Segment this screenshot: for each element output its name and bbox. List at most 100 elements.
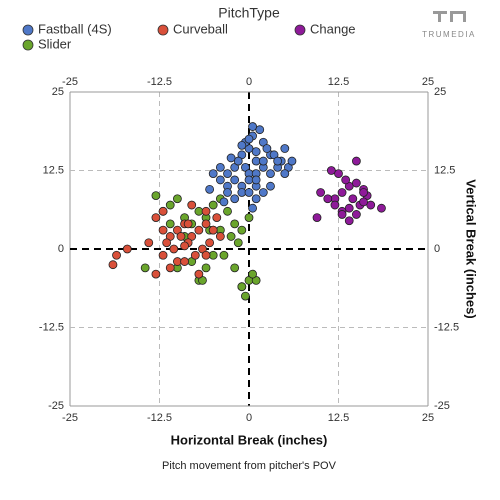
scatter-point [201, 250, 211, 260]
scatter-point [140, 263, 150, 273]
x-tick-label: 12.5 [328, 412, 349, 424]
y-tick-label: -12.5 [39, 321, 64, 333]
y-tick-label-right: -25 [434, 400, 450, 412]
scatter-point [341, 175, 351, 185]
scatter-point [326, 166, 336, 175]
scatter-point [215, 232, 225, 241]
scatter-point [248, 269, 257, 279]
scatter-point [158, 206, 168, 216]
y-axis-title: Vertical Break (inches) [464, 179, 479, 318]
scatter-point [183, 219, 193, 229]
scatter-point [280, 169, 290, 179]
y-tick-label: 0 [58, 243, 64, 255]
scatter-point [312, 213, 322, 223]
scatter-point [344, 216, 354, 226]
scatter-point [262, 144, 272, 153]
scatter-point [205, 238, 215, 248]
scatter-point [244, 188, 254, 197]
scatter-point [194, 225, 204, 235]
scatter-point [230, 263, 240, 273]
scatter-point [151, 269, 161, 279]
scatter-point [223, 206, 232, 216]
scatter-point [201, 263, 211, 273]
scatter-point [223, 188, 232, 197]
scatter-point [208, 200, 218, 210]
scatter-point [351, 156, 361, 166]
scatter-point [273, 156, 283, 166]
logo-mark [433, 11, 466, 22]
legend-marker [22, 39, 34, 51]
scatter-point [334, 169, 343, 179]
legend-label: Slider [38, 36, 72, 51]
scatter-point [248, 203, 257, 213]
scatter-point [237, 140, 247, 150]
scatter-point [241, 291, 250, 301]
scatter-point [187, 200, 197, 210]
scatter-point [219, 197, 229, 207]
y-tick-label-right: 0 [434, 243, 440, 255]
x-tick-label-top: -25 [62, 76, 78, 88]
scatter-point [201, 219, 211, 229]
scatter-point [190, 250, 200, 260]
scatter-point [366, 200, 376, 210]
scatter-point [351, 210, 361, 219]
scatter-point [244, 134, 254, 144]
scatter-point [158, 225, 168, 235]
scatter-point [176, 232, 186, 241]
scatter-point [266, 169, 275, 179]
scatter-point [165, 219, 175, 229]
scatter-point [108, 260, 118, 270]
x-tick-label: 25 [422, 412, 434, 424]
scatter-point [323, 194, 333, 204]
scatter-point [359, 188, 368, 197]
scatter-point [162, 238, 172, 248]
scatter-point [233, 238, 243, 248]
scatter-point [316, 188, 326, 197]
x-axis-title: Horizontal Break (inches) [171, 432, 328, 447]
x-tick-label-top: 0 [246, 76, 252, 88]
scatter-point [112, 250, 121, 260]
scatter-point [266, 181, 275, 191]
scatter-point [280, 144, 290, 153]
scatter-point [230, 194, 240, 204]
legend-title: PitchType [218, 5, 280, 21]
scatter-point [201, 206, 211, 216]
scatter-point [258, 188, 268, 197]
scatter-point [226, 153, 236, 163]
scatter-point [212, 213, 222, 223]
scatter-point [215, 175, 225, 185]
scatter-point [194, 269, 204, 279]
y-tick-label: -25 [48, 400, 64, 412]
scatter-point [169, 244, 179, 254]
scatter-point [230, 219, 240, 229]
legend-label: Change [310, 21, 356, 36]
scatter-point [180, 257, 189, 266]
x-tick-label-top: 12.5 [328, 76, 349, 88]
scatter-point [165, 200, 175, 210]
y-tick-label-right: -12.5 [434, 321, 459, 333]
scatter-point [255, 125, 265, 135]
scatter-point [244, 213, 254, 223]
legend-marker [294, 24, 306, 36]
scatter-point [208, 225, 218, 235]
scatter-point [230, 175, 240, 185]
legend-marker [157, 24, 169, 36]
scatter-point [205, 184, 215, 194]
scatter-point [233, 156, 243, 166]
x-tick-label-top: -12.5 [147, 76, 172, 88]
legend-label: Fastball (4S) [38, 21, 112, 36]
scatter-point [208, 169, 218, 179]
scatter-point [151, 191, 161, 201]
caption: Pitch movement from pitcher's POV [162, 460, 337, 472]
scatter-point [248, 122, 257, 131]
scatter-point [158, 250, 168, 260]
logo: TRUMEDIA [422, 30, 476, 39]
scatter-point [330, 200, 340, 210]
scatter-point [237, 225, 247, 235]
scatter-point [223, 169, 232, 179]
scatter-point [351, 178, 361, 188]
scatter-point [165, 263, 175, 273]
scatter-point [144, 238, 154, 248]
scatter-point [337, 188, 347, 197]
